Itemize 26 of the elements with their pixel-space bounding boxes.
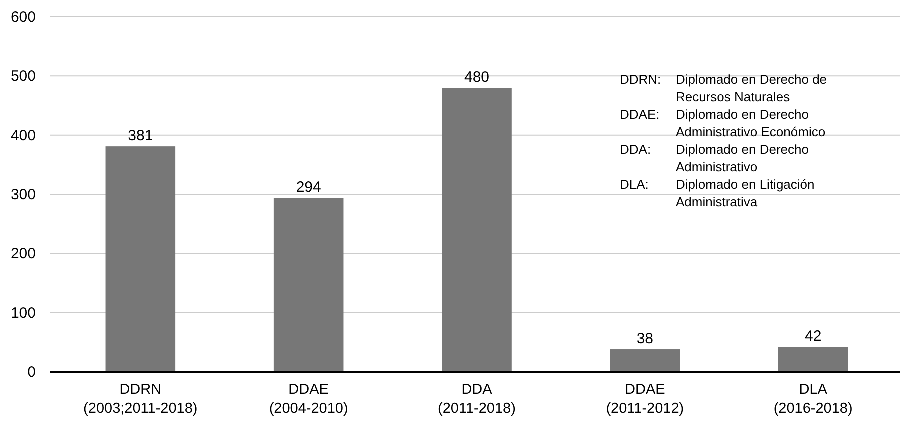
y-tick-label: 400 [10, 127, 36, 144]
x-tick-label: DDAE (2011-2012) [606, 382, 684, 417]
bar [610, 350, 680, 372]
data-label: 480 [464, 69, 490, 86]
x-tick-label: DDRN (2003;2011-2018) [84, 382, 198, 417]
y-tick-label: 300 [10, 186, 36, 204]
text: DDAE: Diplomado en Derecho Administrativo Económico [620, 107, 826, 140]
x-tick-label: DLA (2016-2018) [774, 382, 853, 417]
y-tick-label: 0 [28, 364, 36, 381]
bar [778, 347, 848, 372]
x-tick-label: DDA (2011-2018) [438, 382, 516, 417]
data-label: 38 [636, 330, 654, 348]
y-tick-label: 600 [10, 9, 36, 26]
data-label: 42 [804, 328, 822, 346]
text: DDA: Diplomado en Derecho Administrativo [620, 142, 809, 174]
bar [274, 198, 344, 372]
x-tick-label: DDAE (2004-2010) [269, 382, 348, 417]
data-label: 381 [128, 128, 154, 145]
bar [106, 146, 176, 372]
y-tick-label: 100 [10, 304, 36, 322]
annotation: DDRN: Diplomado en Derecho de Recursos Naturales [620, 72, 828, 104]
text: DLA: Diplomado en Litigación Administrativa [620, 177, 815, 210]
bar [442, 88, 512, 372]
data-label: 294 [296, 179, 322, 196]
y-tick-label: 500 [10, 68, 36, 86]
y-tick-label: 200 [10, 246, 36, 263]
